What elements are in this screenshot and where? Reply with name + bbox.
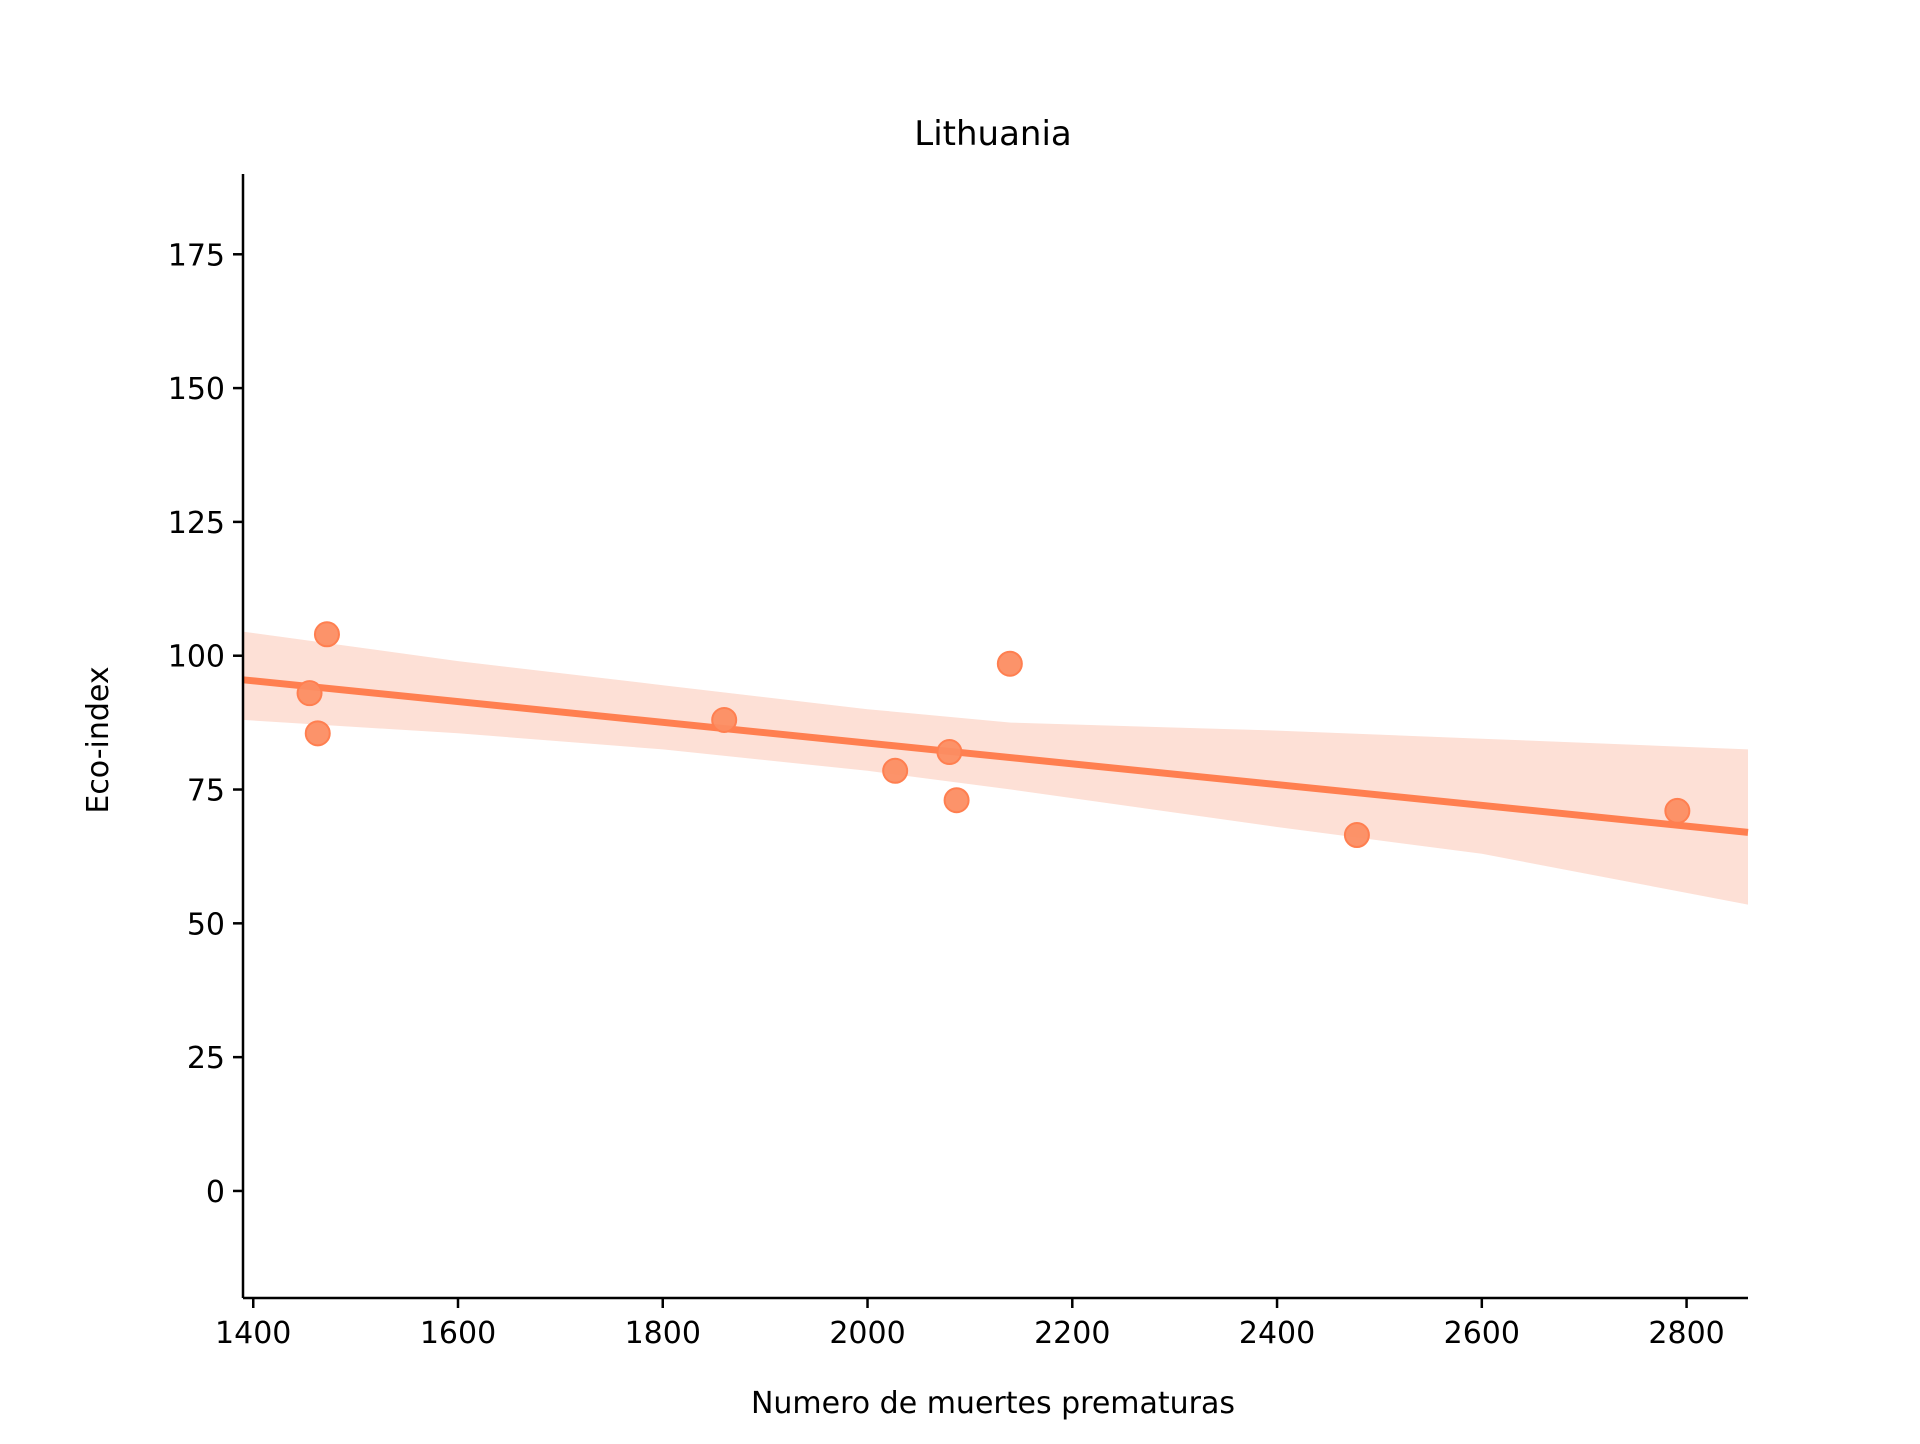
x-tick-label-2200: 2200	[1034, 1316, 1110, 1351]
x-axis-ticks: 1400 1600 1800 2000 2200 2400 2600 2800	[215, 1298, 1725, 1351]
y-tick-label-0: 0	[206, 1175, 225, 1210]
data-point-7	[943, 787, 970, 814]
data-point-1	[296, 680, 323, 707]
data-point-5	[882, 757, 909, 784]
x-tick-label-2800: 2800	[1648, 1316, 1724, 1351]
data-point-2	[304, 720, 331, 747]
y-tick-label-175: 175	[168, 238, 225, 273]
data-point-10	[1664, 797, 1691, 824]
data-point-8	[996, 650, 1023, 677]
y-tick-label-50: 50	[187, 907, 225, 942]
y-axis-ticks: 0 25 50 75 100 125 150 175	[168, 238, 243, 1210]
regression-line	[242, 676, 1749, 836]
x-tick-label-1600: 1600	[420, 1316, 496, 1351]
y-tick-label-75: 75	[187, 774, 225, 809]
data-point-6	[936, 739, 963, 766]
y-tick-label-125: 125	[168, 506, 225, 541]
y-tick-label-100: 100	[168, 640, 225, 675]
data-point-3	[313, 621, 340, 648]
data-points-layer	[296, 621, 1691, 849]
x-tick-label-1800: 1800	[625, 1316, 701, 1351]
axes-layer: 1400 1600 1800 2000 2200 2400 2600 2800 0 25 50 75…	[168, 174, 1748, 1351]
data-point-4	[711, 706, 738, 733]
y-tick-label-25: 25	[187, 1041, 225, 1076]
x-axis-label: Numero de muertes prematuras	[751, 1386, 1235, 1421]
y-axis-label: Eco-index	[81, 666, 116, 813]
x-tick-label-2600: 2600	[1444, 1316, 1520, 1351]
x-tick-label-2400: 2400	[1239, 1316, 1315, 1351]
x-tick-label-2000: 2000	[829, 1316, 905, 1351]
y-tick-label-150: 150	[168, 372, 225, 407]
data-point-9	[1343, 822, 1370, 849]
confidence-band-layer	[243, 631, 1748, 905]
chart-title: Lithuania	[914, 114, 1071, 154]
x-tick-label-1400: 1400	[215, 1316, 291, 1351]
confidence-band	[243, 631, 1748, 905]
regression-line-layer	[242, 676, 1749, 836]
